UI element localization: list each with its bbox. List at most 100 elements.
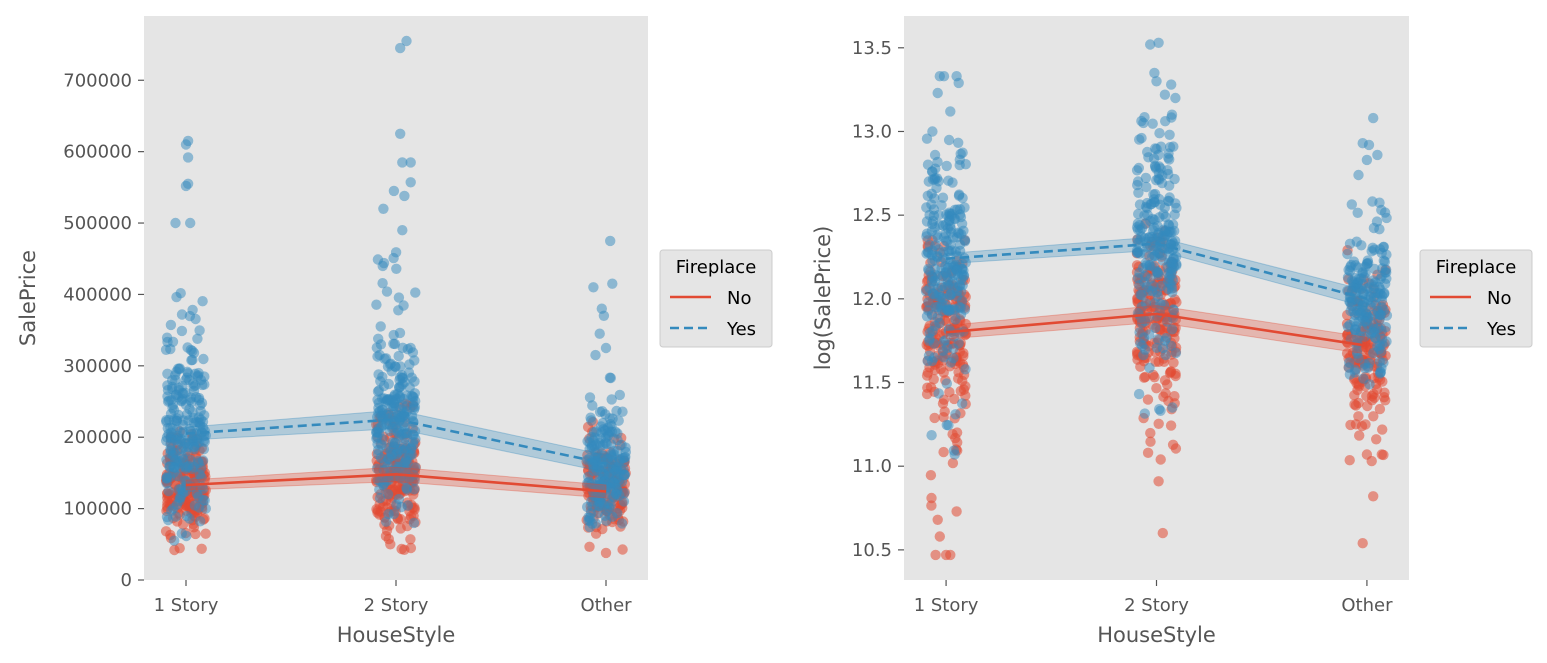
data-point bbox=[1167, 439, 1179, 450]
data-point bbox=[200, 528, 211, 539]
data-point bbox=[177, 381, 188, 392]
outlier-point bbox=[1153, 476, 1164, 487]
data-point bbox=[1380, 267, 1391, 278]
data-point bbox=[176, 325, 188, 337]
y-tick-label: 11.5 bbox=[852, 373, 892, 394]
outlier-point bbox=[395, 42, 406, 54]
y-tick-label: 12.0 bbox=[852, 289, 892, 310]
data-point bbox=[940, 261, 951, 272]
ci-band-no bbox=[185, 466, 607, 499]
data-point bbox=[374, 509, 385, 520]
x-tick-label: 1 Story bbox=[914, 595, 979, 616]
outlier-point bbox=[185, 217, 196, 229]
data-point bbox=[1352, 348, 1363, 359]
chart-panel-1: 0 100000 200000 300000 400000 500000 600000 700… bbox=[16, 16, 773, 647]
data-point bbox=[1352, 207, 1363, 218]
data-point bbox=[584, 392, 596, 403]
data-point bbox=[383, 533, 394, 545]
data-point bbox=[1366, 390, 1378, 402]
data-point bbox=[403, 367, 415, 378]
outlier-point bbox=[951, 506, 962, 517]
outlier-point bbox=[938, 71, 950, 82]
data-point bbox=[172, 363, 184, 374]
ci-band-no bbox=[945, 304, 1368, 355]
data-point bbox=[605, 439, 617, 450]
data-point bbox=[1149, 197, 1160, 208]
x-axis-title: HouseStyle bbox=[337, 623, 456, 647]
data-point bbox=[1346, 199, 1358, 210]
data-point bbox=[1139, 408, 1151, 419]
mean-line-yes bbox=[946, 242, 1368, 301]
data-point bbox=[162, 384, 174, 396]
outlier-point bbox=[1353, 169, 1364, 181]
data-point bbox=[929, 255, 940, 266]
data-point bbox=[600, 515, 612, 526]
data-point bbox=[924, 335, 935, 346]
data-point bbox=[195, 516, 206, 527]
data-point bbox=[938, 446, 949, 458]
outlier-point bbox=[588, 282, 599, 293]
data-point bbox=[1349, 324, 1361, 335]
outlier-point bbox=[1159, 89, 1171, 100]
legend-label-no: No bbox=[1487, 288, 1511, 309]
data-point bbox=[163, 514, 174, 526]
outlier-point bbox=[1372, 149, 1383, 161]
outlier-point bbox=[1170, 92, 1181, 104]
data-point bbox=[1345, 261, 1356, 273]
data-point bbox=[1168, 305, 1180, 316]
data-point bbox=[184, 310, 196, 322]
outlier-point bbox=[1149, 67, 1160, 79]
data-point bbox=[1162, 316, 1173, 327]
legend: Fireplace No Yes bbox=[1419, 249, 1533, 348]
data-point bbox=[593, 490, 604, 501]
data-point bbox=[388, 508, 399, 520]
data-point bbox=[1143, 329, 1155, 340]
outlier-point bbox=[395, 128, 406, 139]
data-point bbox=[197, 296, 208, 307]
outlier-point bbox=[401, 35, 412, 47]
data-point bbox=[1147, 285, 1158, 297]
data-point bbox=[1378, 255, 1390, 266]
data-point bbox=[381, 286, 393, 297]
data-point bbox=[1170, 347, 1182, 359]
data-point bbox=[198, 353, 209, 365]
data-point bbox=[933, 176, 944, 187]
data-point bbox=[1144, 362, 1155, 373]
series-yes bbox=[945, 236, 1368, 308]
outlier-point bbox=[598, 310, 610, 321]
outlier-point bbox=[405, 177, 416, 188]
data-point bbox=[616, 518, 628, 529]
data-point bbox=[1132, 176, 1144, 187]
data-point bbox=[941, 378, 952, 389]
data-point bbox=[394, 382, 405, 393]
data-point bbox=[1344, 455, 1355, 466]
data-point bbox=[612, 445, 623, 457]
data-point bbox=[933, 388, 944, 399]
x-axis: 1 Story 2 Story Other bbox=[914, 580, 1393, 616]
legend-label-no: No bbox=[727, 288, 751, 309]
data-point bbox=[1149, 214, 1160, 226]
data-point bbox=[585, 412, 596, 423]
outlier-point bbox=[953, 77, 964, 89]
legend-title: Fireplace bbox=[676, 257, 757, 278]
data-point bbox=[163, 485, 174, 497]
data-point bbox=[960, 159, 971, 170]
data-point bbox=[953, 137, 964, 148]
data-point bbox=[957, 375, 968, 387]
mean-line-no bbox=[945, 312, 1368, 347]
data-point bbox=[393, 292, 405, 303]
data-point bbox=[949, 393, 960, 405]
data-point bbox=[1150, 161, 1161, 173]
outlier-point bbox=[945, 549, 956, 561]
data-point bbox=[1166, 324, 1178, 335]
data-point bbox=[943, 245, 954, 256]
data-point bbox=[957, 192, 968, 204]
data-point bbox=[1133, 388, 1145, 400]
data-point bbox=[1168, 252, 1180, 264]
legend: Fireplace No Yes bbox=[659, 249, 773, 348]
data-point bbox=[584, 541, 595, 552]
outlier-point bbox=[1368, 491, 1379, 502]
data-point bbox=[160, 526, 172, 537]
data-point bbox=[1375, 309, 1386, 320]
data-point bbox=[1145, 436, 1156, 447]
